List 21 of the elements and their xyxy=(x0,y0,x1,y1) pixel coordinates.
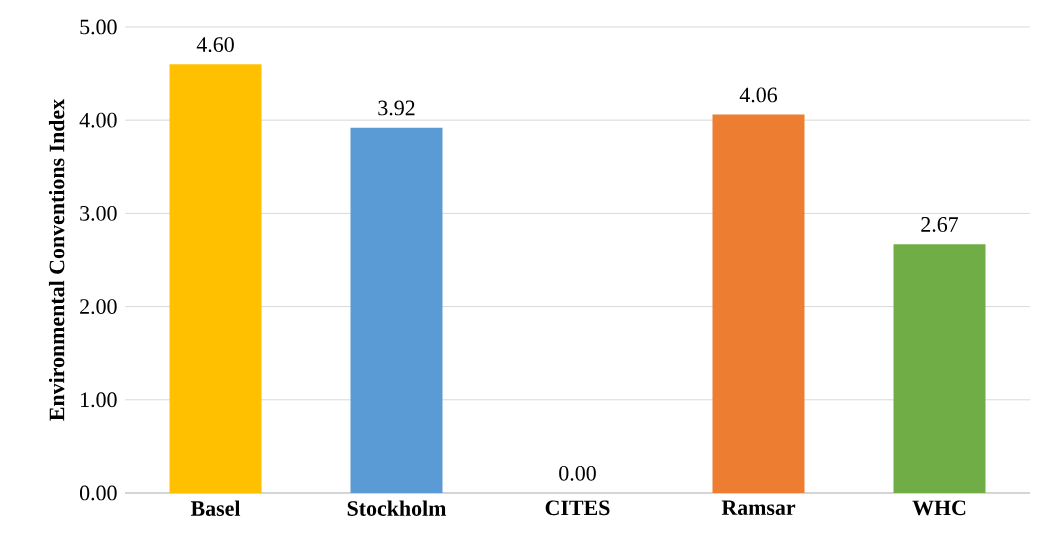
data-label: 3.92 xyxy=(378,100,415,116)
y-tick-label: 1.00 xyxy=(81,392,117,408)
data-label: 2.67 xyxy=(921,217,959,232)
x-tick-label: Basel xyxy=(190,500,241,516)
y-tick-label: 0.00 xyxy=(79,485,117,501)
y-tick-label: 4.00 xyxy=(79,112,117,128)
x-tick-label: WHC xyxy=(912,500,966,516)
bar xyxy=(893,244,986,493)
y-tick-label: 5.00 xyxy=(80,19,117,35)
x-tick-label: Ramsar xyxy=(721,500,796,516)
x-tick-label: CITES xyxy=(545,500,610,516)
data-label: 4.60 xyxy=(196,37,234,53)
x-tick-label: Stockholm xyxy=(347,500,447,516)
y-axis-title: Environmental Conventions Index xyxy=(48,98,65,421)
bar xyxy=(169,64,262,493)
bar xyxy=(712,114,805,493)
bar xyxy=(350,127,443,493)
data-label: 4.06 xyxy=(739,87,778,103)
y-tick-label: 2.00 xyxy=(80,299,117,315)
y-tick-label: 3.00 xyxy=(80,205,117,221)
data-label: 0.00 xyxy=(559,465,596,481)
